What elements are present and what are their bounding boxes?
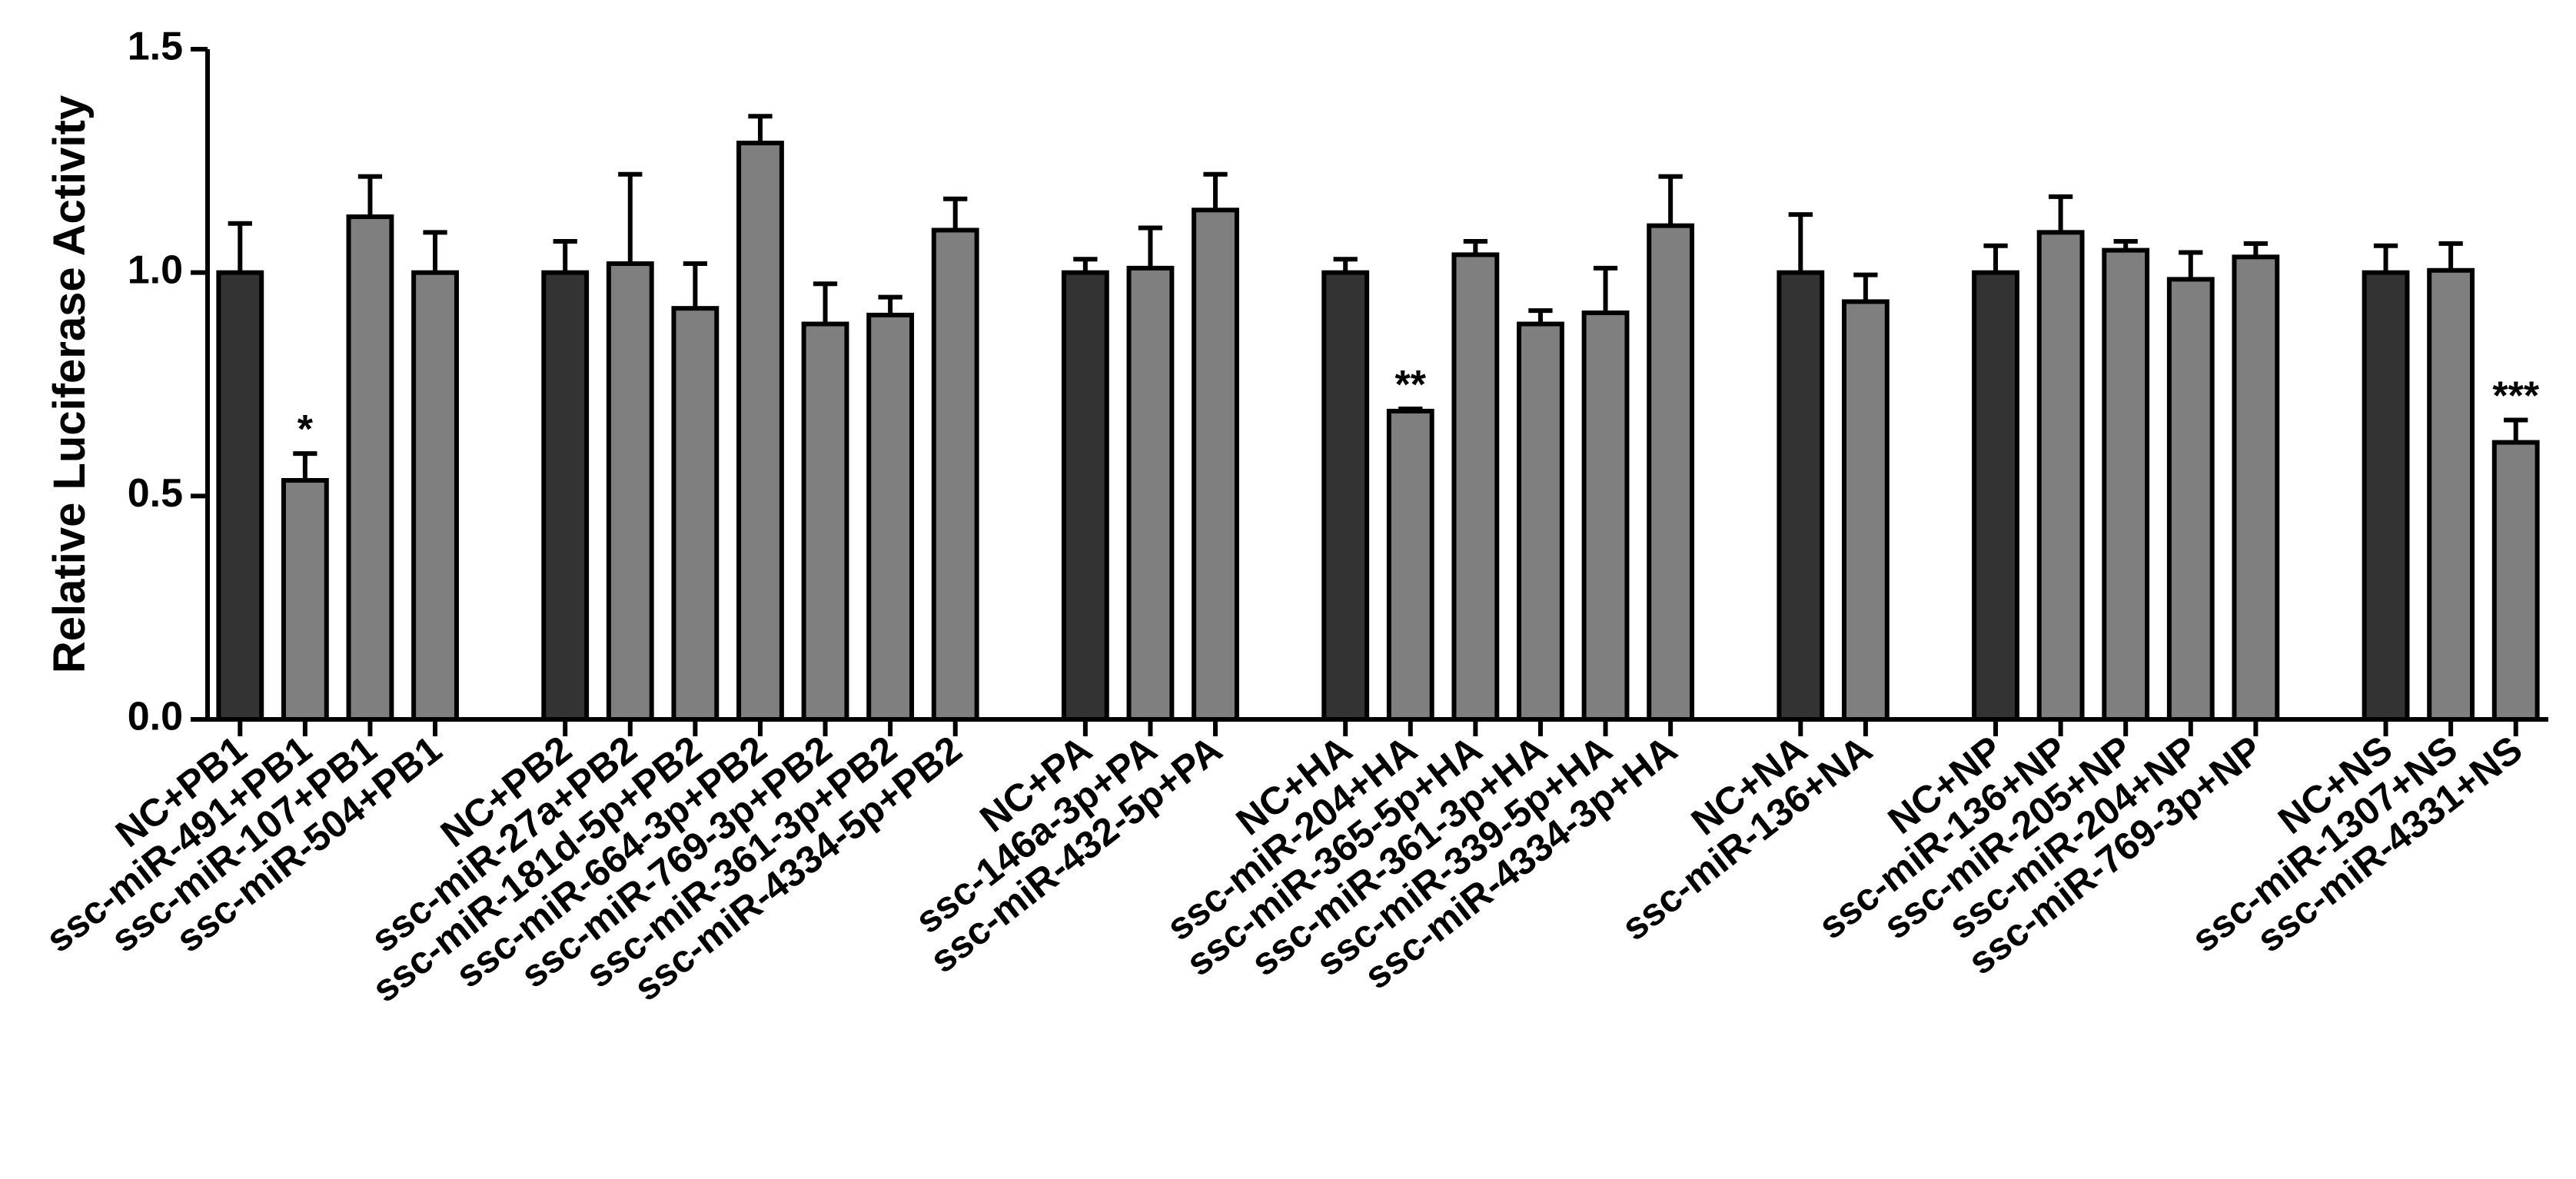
bar xyxy=(541,270,590,722)
bar xyxy=(1647,223,1695,722)
bar xyxy=(216,270,264,722)
bar xyxy=(1192,208,1239,722)
bar xyxy=(346,214,394,722)
bar xyxy=(671,306,720,722)
bar xyxy=(2036,230,2085,722)
y-tick-label: 1.5 xyxy=(128,25,183,69)
bar xyxy=(1321,270,1370,722)
bar xyxy=(1386,408,1434,722)
bar xyxy=(1581,310,1630,722)
bar xyxy=(801,321,849,722)
bar xyxy=(1451,252,1500,722)
bar xyxy=(1126,265,1175,722)
significance-label: *** xyxy=(2492,374,2539,419)
bar xyxy=(2491,440,2540,722)
bar xyxy=(1972,270,2019,722)
bar xyxy=(866,312,915,722)
significance-label: * xyxy=(297,407,314,452)
bar xyxy=(2362,270,2410,722)
y-tick-label: 0.0 xyxy=(128,695,183,739)
bar xyxy=(1841,299,1890,722)
bar xyxy=(2232,254,2280,722)
bar xyxy=(2427,267,2475,722)
bar xyxy=(2166,277,2215,722)
bar xyxy=(606,261,654,722)
y-axis-label: Relative Luciferase Activity xyxy=(45,95,95,673)
y-tick-label: 1.0 xyxy=(128,247,183,292)
bar xyxy=(1517,321,1564,722)
significance-label: ** xyxy=(1395,363,1427,407)
bar xyxy=(281,477,329,722)
bar xyxy=(736,141,784,722)
bar xyxy=(931,227,979,722)
bar xyxy=(1777,270,1825,722)
bar xyxy=(1061,270,1109,722)
y-tick-label: 0.5 xyxy=(128,471,183,516)
bar xyxy=(2102,247,2150,722)
bar xyxy=(411,270,459,722)
